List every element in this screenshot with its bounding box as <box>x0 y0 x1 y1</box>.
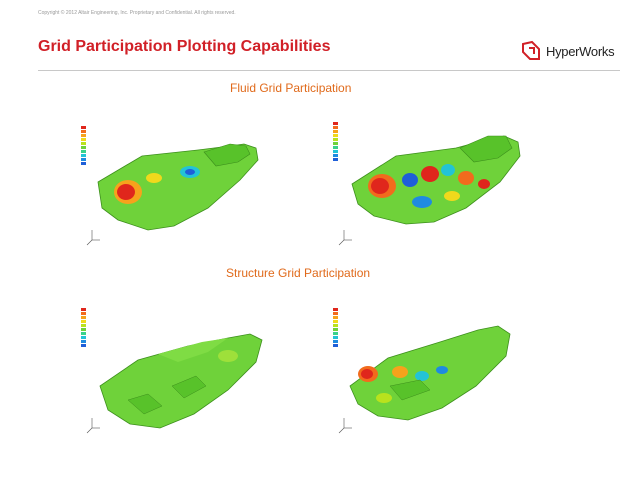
contour-legend <box>81 308 86 347</box>
axis-triad <box>338 230 352 246</box>
contour-legend <box>333 308 338 347</box>
slide-title: Grid Participation Plotting Capabilities <box>38 38 331 55</box>
contour-legend <box>333 122 338 161</box>
fluid-contour-plot-left <box>78 104 314 252</box>
axis-triad <box>338 418 352 434</box>
contour-legend <box>81 126 86 165</box>
copyright-text: Copyright © 2012 Altair Engineering, Inc… <box>38 10 236 16</box>
axis-triad <box>86 230 100 246</box>
car-body-mesh <box>99 333 263 429</box>
structure-contour-plot-left <box>78 290 314 440</box>
header-divider <box>38 70 620 71</box>
car-body-mesh <box>351 135 521 225</box>
car-body-mesh <box>349 325 511 421</box>
hyperworks-logo-icon <box>522 40 540 60</box>
hyperworks-logo: HyperWorks <box>520 38 620 64</box>
structure-contour-plot-right <box>330 290 568 440</box>
fluid-contour-plot-right <box>330 104 568 252</box>
structure-section-title: Structure Grid Participation <box>226 266 371 280</box>
fluid-section-title: Fluid Grid Participation <box>230 81 352 95</box>
logo-text: HyperWorks <box>546 43 615 59</box>
axis-triad <box>86 418 100 434</box>
car-body-mesh <box>97 143 259 231</box>
